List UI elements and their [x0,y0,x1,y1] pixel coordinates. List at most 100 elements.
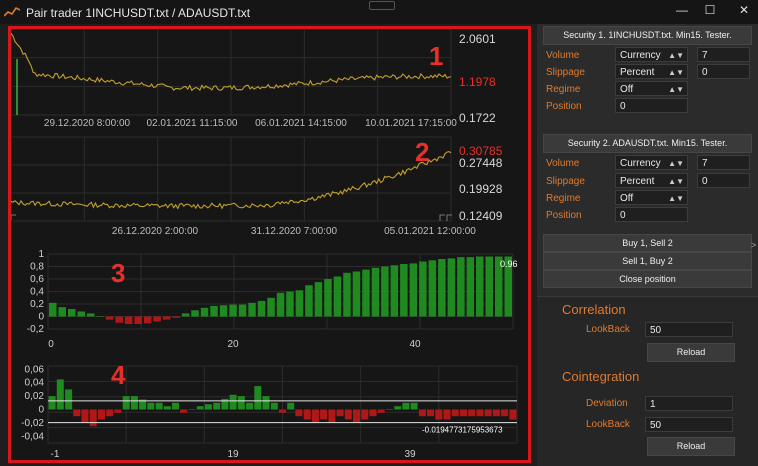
security2-regime-label: Regime [546,193,581,204]
chart2-annotation-label: 2 [415,137,429,167]
chart2-price-tick: 0.30785 [459,144,503,158]
security2-volume-input[interactable]: 7 [697,155,750,170]
chart3-correlation-bar [229,304,237,317]
chart3-y-tick: -0,2 [27,324,45,335]
charts-area [8,26,531,463]
correlation-title: Correlation [562,302,626,317]
cointegration-lookback-input[interactable]: 50 [645,417,733,432]
chart4-cointegration-bar [287,402,295,410]
chart3-correlation-bar [248,302,256,317]
chart3-correlation-bar [105,316,114,320]
chart4-cointegration-bar [262,396,270,410]
chart3-correlation-bar [476,256,484,317]
chart4-cointegration-bar [484,409,492,417]
cointegration-reload-button[interactable]: Reload [647,437,735,456]
chart4-cointegration-bar [369,409,377,417]
chart4-cointegration-bar [476,409,484,417]
sell1-buy2-button[interactable]: Sell 1, Buy 2 [543,252,752,270]
security1-regime-select[interactable]: Off ▲▼ [615,81,688,96]
chart4-cointegration-bar [180,409,188,413]
chart4-cointegration-bar [311,409,319,423]
chart3-correlation-bar [295,290,304,317]
chart2-price-tick: 0.19928 [459,182,503,196]
chart4-cointegration-bar [468,409,476,417]
security1-volume-type-value: Currency [620,50,661,61]
chart4-y-tick: -0,04 [21,431,44,442]
security1-position-label: Position [546,101,582,112]
security1-header[interactable]: Security 1. 1INCHUSDT.txt. Min15. Tester… [543,26,752,45]
chart3-correlation-bar [191,310,199,317]
maximize-button[interactable]: ☐ [704,3,716,17]
minimize-button[interactable]: — [676,3,688,17]
security1-volume-input[interactable]: 7 [697,47,750,62]
chart4-cointegration-bar [402,402,410,410]
chart3-correlation-bar [352,271,361,317]
chart4-cointegration-bar [98,409,105,420]
chart2-price-tick: 0.27448 [459,156,503,170]
chart3-correlation-bar [305,285,313,317]
charts-svg[interactable]: 2.0601 1.1978 0.1722 29.12.2020 8:00:00 02.0… [11,29,528,460]
chart3-correlation-bar [58,307,66,317]
security2-slippage-input[interactable]: 0 [697,173,750,188]
chart4-cointegration-bar [279,409,286,413]
chart3-y-tick: 0,8 [30,262,44,273]
security2-regime-select[interactable]: Off ▲▼ [615,190,688,205]
chart3-x-tick: 20 [227,339,239,350]
chart3-correlation-bar [447,258,456,317]
correlation-lookback-input[interactable]: 50 [645,322,733,337]
security1-volume-type-select[interactable]: Currency ▲▼ [615,47,688,62]
chart3-correlation-bar [257,300,266,317]
chart1-time-label: 06.01.2021 14:15:00 [255,118,347,129]
security2-header[interactable]: Security 2. ADAUSDT.txt. Min15. Tester. [543,134,752,153]
chart4-cointegration-bar [163,406,171,410]
chart3-y-tick: 1 [38,249,44,260]
chart1-price-tick: 1.1978 [459,75,496,89]
chart1-price-tick: 2.0601 [459,32,496,46]
security2-slippage-label: Slippage [546,176,585,187]
chart3-correlation-bar [457,257,465,317]
chart4-cointegration-bar [204,404,212,410]
window-title: Pair trader 1INCHUSDT.txt / ADAUSDT.txt [26,6,251,20]
chart4-cointegration-bar [172,402,179,410]
chart4-cointegration-bar [246,402,254,410]
chart4-cointegration-bar [501,409,509,417]
buy1-sell2-button[interactable]: Buy 1, Sell 2 [543,234,752,252]
correlation-lookback-label: LookBack [586,324,630,335]
cointegration-deviation-label: Deviation [586,398,628,409]
chart4-cointegration-bar [427,409,435,417]
chart4-cointegration-bar [328,409,336,423]
drag-grip-icon[interactable] [369,1,395,10]
chart3-annotation-label: 3 [111,258,125,288]
chart3-correlation-bar [96,316,104,317]
chart3-correlation-bar [153,316,161,322]
security2-slippage-type-select[interactable]: Percent ▲▼ [615,173,688,188]
security2-volume-type-select[interactable]: Currency ▲▼ [615,155,688,170]
correlation-reload-button[interactable]: Reload [647,343,735,362]
chart4-cointegration-bar [320,409,328,420]
chart3-correlation-bar [115,316,123,323]
chart3-correlation-bar [219,305,228,317]
chart4-cointegration-bar [147,402,155,410]
chart4-cointegration-bar [114,409,122,413]
chevron-right-icon[interactable]: > [751,240,757,250]
close-position-button[interactable]: Close position [543,270,752,288]
chart4-cointegration-bar [377,409,385,413]
security1-slippage-input[interactable]: 0 [697,64,750,79]
chart3-correlation-bar [267,297,275,317]
chart4-cointegration-bar [213,402,221,410]
chart4-cointegration-bar [139,399,147,410]
chart4-cointegration-bar [353,409,360,423]
chart4-cointegration-bar [188,409,196,410]
chart4-cointegration-bar [221,398,229,410]
chart3-correlation-bar [362,269,370,317]
chart3-correlation-bar [381,266,389,317]
chart4-cointegration-bar [270,402,278,410]
chart3-correlation-bar [238,304,247,317]
chart4-cointegration-bar [336,409,344,417]
chart2-price-line-alt [11,151,452,209]
chart3-correlation-bar [495,256,503,317]
cointegration-deviation-input[interactable]: 1 [645,396,733,411]
security1-slippage-type-select[interactable]: Percent ▲▼ [615,64,688,79]
chart1-price-tick: 0.1722 [459,111,496,125]
close-button[interactable]: ✕ [738,3,750,17]
